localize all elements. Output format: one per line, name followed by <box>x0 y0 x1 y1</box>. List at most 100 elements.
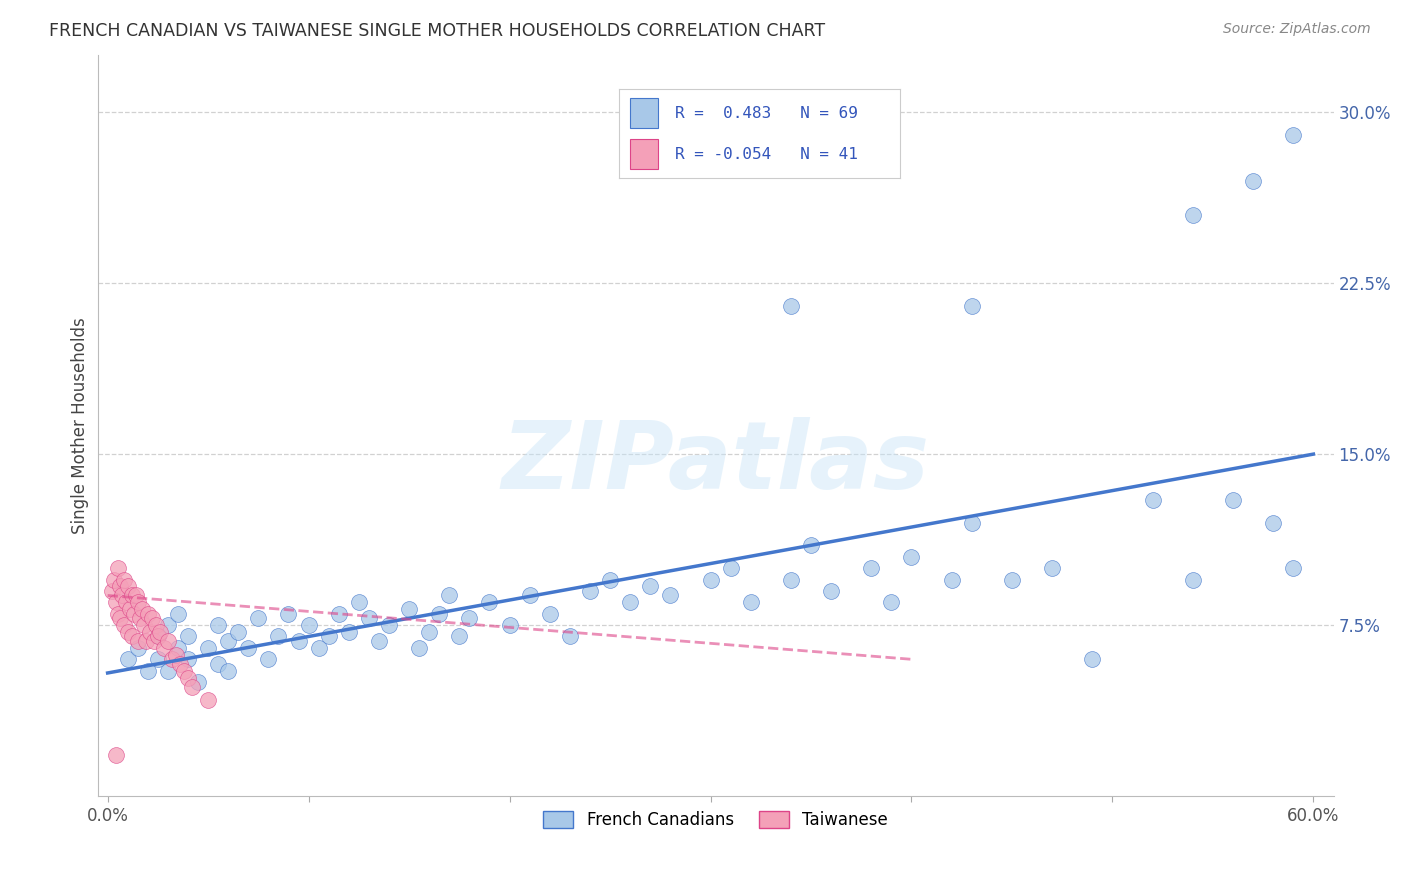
Point <box>257 652 280 666</box>
Point <box>149 624 172 639</box>
Point <box>135 634 157 648</box>
Point <box>136 607 159 621</box>
Point <box>118 602 141 616</box>
Point <box>112 618 135 632</box>
Point <box>226 624 249 639</box>
Point <box>900 549 922 564</box>
Point <box>820 583 842 598</box>
Point <box>165 648 187 662</box>
Point <box>122 607 145 621</box>
Point <box>104 747 127 762</box>
Legend: French Canadians, Taiwanese: French Canadians, Taiwanese <box>537 805 894 836</box>
Point <box>177 671 200 685</box>
Point <box>117 579 139 593</box>
Point <box>538 607 561 621</box>
Point <box>347 595 370 609</box>
Point <box>121 589 143 603</box>
Point <box>125 589 148 603</box>
Point <box>398 602 420 616</box>
Point <box>173 664 195 678</box>
Point <box>187 675 209 690</box>
Point <box>177 630 200 644</box>
Point <box>139 624 162 639</box>
Point <box>142 634 165 648</box>
Point <box>207 657 229 671</box>
Point <box>1282 561 1305 575</box>
Point <box>277 607 299 621</box>
Point <box>941 573 963 587</box>
Point <box>145 618 167 632</box>
Point <box>308 640 330 655</box>
Point <box>128 611 150 625</box>
Point <box>156 634 179 648</box>
Point <box>111 589 134 603</box>
Point <box>238 640 260 655</box>
Point <box>146 652 169 666</box>
Point <box>337 624 360 639</box>
Point <box>107 607 129 621</box>
Point <box>103 573 125 587</box>
Point <box>167 640 190 655</box>
Point <box>167 607 190 621</box>
Point <box>207 618 229 632</box>
Point <box>498 618 520 632</box>
Point <box>638 579 661 593</box>
Point <box>100 583 122 598</box>
Point <box>197 693 219 707</box>
Point <box>141 611 163 625</box>
Point <box>1241 173 1264 187</box>
FancyBboxPatch shape <box>630 98 658 128</box>
Point <box>177 652 200 666</box>
Point <box>117 624 139 639</box>
Point <box>217 664 239 678</box>
Point <box>860 561 883 575</box>
Text: R = -0.054   N = 41: R = -0.054 N = 41 <box>675 147 858 161</box>
Point <box>1081 652 1104 666</box>
Point <box>146 630 169 644</box>
Point <box>960 299 983 313</box>
Point <box>427 607 450 621</box>
Text: Source: ZipAtlas.com: Source: ZipAtlas.com <box>1223 22 1371 37</box>
Point <box>108 611 131 625</box>
Point <box>599 573 621 587</box>
Text: FRENCH CANADIAN VS TAIWANESE SINGLE MOTHER HOUSEHOLDS CORRELATION CHART: FRENCH CANADIAN VS TAIWANESE SINGLE MOTH… <box>49 22 825 40</box>
Text: ZIPatlas: ZIPatlas <box>502 417 929 508</box>
Point <box>127 640 149 655</box>
Point <box>1040 561 1063 575</box>
Point <box>169 657 191 671</box>
Point <box>1181 208 1204 222</box>
Point <box>127 634 149 648</box>
Point <box>160 652 183 666</box>
Point <box>146 630 169 644</box>
Point <box>121 630 143 644</box>
Point <box>318 630 340 644</box>
Point <box>408 640 430 655</box>
Point <box>1282 128 1305 142</box>
Point <box>247 611 270 625</box>
Point <box>368 634 391 648</box>
Point <box>478 595 501 609</box>
Point <box>378 618 401 632</box>
Point <box>1222 492 1244 507</box>
Point <box>1001 573 1024 587</box>
Point <box>287 634 309 648</box>
Point <box>780 573 803 587</box>
Point <box>112 573 135 587</box>
Point <box>418 624 440 639</box>
Point <box>132 618 155 632</box>
Point <box>117 652 139 666</box>
Point <box>153 640 176 655</box>
Point <box>699 573 721 587</box>
Point <box>579 583 602 598</box>
Point <box>458 611 481 625</box>
Point <box>104 595 127 609</box>
Point <box>720 561 742 575</box>
Point <box>127 595 149 609</box>
Point <box>107 561 129 575</box>
Point <box>1142 492 1164 507</box>
Point <box>217 634 239 648</box>
FancyBboxPatch shape <box>630 139 658 169</box>
Point <box>267 630 290 644</box>
Point <box>519 589 541 603</box>
Y-axis label: Single Mother Households: Single Mother Households <box>72 318 89 534</box>
